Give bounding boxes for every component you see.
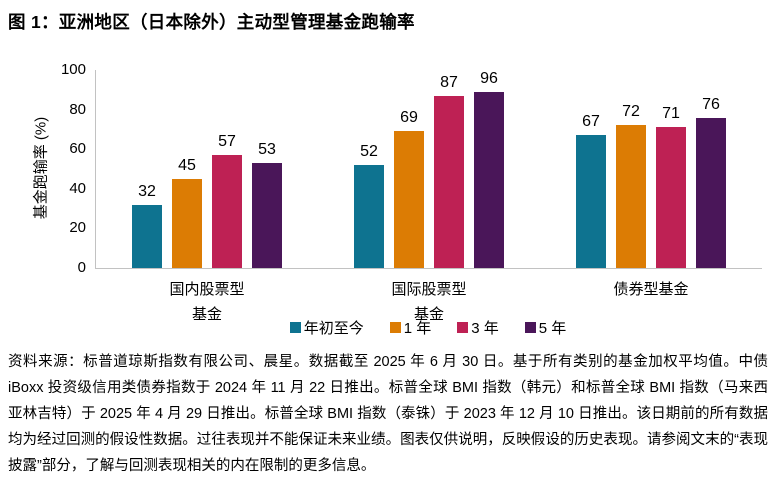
- bar: [354, 165, 384, 268]
- bar-value-label: 32: [138, 182, 156, 200]
- bar-value-label: 96: [480, 70, 498, 87]
- bar: [172, 178, 202, 268]
- bar-with-label: 76: [696, 70, 726, 268]
- category-label: 债券型基金: [613, 281, 689, 298]
- y-tick-label: 0: [77, 259, 86, 276]
- y-axis-label: 基金跑输率 (%): [32, 116, 50, 220]
- bar-value-label: 57: [218, 133, 236, 151]
- bar-with-label: 52: [354, 70, 384, 268]
- bar: [696, 117, 726, 268]
- category-label: 国内股票型 基金: [169, 281, 245, 323]
- legend-label: 5 年: [538, 320, 567, 337]
- legend-item: 5 年: [524, 317, 567, 338]
- bar: [212, 155, 242, 268]
- y-tick-label: 40: [69, 179, 86, 197]
- legend-swatch-icon: [289, 322, 301, 333]
- bar: [132, 204, 162, 268]
- bar-value-label: 69: [400, 109, 418, 127]
- bar-with-label: 53: [252, 70, 282, 268]
- legend-label: 3 年: [471, 320, 499, 337]
- bar-with-label: 71: [656, 70, 686, 268]
- plot-area: 32 45 57 53 国内股票型 基金 52 69 87 96 国际股票型 基金 67 72 71 76 债券…: [95, 70, 762, 323]
- bar: [474, 92, 504, 268]
- legend-item: 年初至今: [289, 317, 364, 338]
- bar-with-label: 32: [132, 70, 162, 268]
- legend-label: 1 年: [403, 320, 432, 337]
- legend: 年初至今 1 年 3 年 5 年: [95, 317, 761, 338]
- bar: [576, 135, 606, 268]
- legend-item: 1 年: [389, 317, 432, 338]
- bar-with-label: 96: [474, 70, 504, 268]
- bar: [394, 131, 424, 268]
- bar-with-label: 69: [394, 70, 424, 268]
- bar: [656, 127, 686, 268]
- bar-group: 52 69 87 96 国际股票型 基金: [318, 70, 540, 323]
- legend-swatch-icon: [389, 322, 401, 333]
- legend-swatch-icon: [457, 322, 469, 333]
- bar: [252, 163, 282, 268]
- bar-with-label: 57: [212, 70, 242, 268]
- legend-item: 3 年: [457, 317, 499, 338]
- bar-value-label: 72: [622, 103, 640, 121]
- legend-label: 年初至今: [303, 320, 364, 337]
- bar-with-label: 45: [172, 70, 202, 268]
- bar-value-label: 45: [178, 156, 196, 174]
- bar-with-label: 72: [616, 70, 646, 268]
- bar-with-label: 67: [576, 70, 606, 268]
- legend-swatch-icon: [524, 322, 536, 333]
- bar-value-label: 53: [258, 141, 276, 159]
- bar-value-label: 67: [582, 113, 600, 131]
- source-note: 资料来源：标普道琼斯指数有限公司、晨星。数据截至 2025 年 6 月 30 日…: [8, 354, 768, 474]
- figure-title: 图 1：亚洲地区（日本除外）主动型管理基金跑输率: [8, 12, 415, 32]
- y-tick-label: 60: [69, 140, 86, 158]
- bar-group: 67 72 71 76 债券型基金: [540, 70, 762, 298]
- bar: [616, 125, 646, 268]
- y-tick-label: 80: [69, 100, 86, 118]
- bar-value-label: 87: [440, 73, 458, 91]
- y-tick-label: 100: [60, 61, 86, 78]
- bar-with-label: 87: [434, 70, 464, 268]
- bar-chart: 基金跑输率 (%) 0 20 40 60 80 100 32 45 57 53 国内股票型 基金 52…: [32, 61, 762, 338]
- category-label: 国际股票型 基金: [391, 281, 467, 323]
- y-tick-label: 20: [69, 219, 86, 237]
- bar-value-label: 52: [360, 143, 378, 160]
- bar: [434, 95, 464, 268]
- bar-value-label: 76: [702, 95, 720, 113]
- bar-group: 32 45 57 53 国内股票型 基金: [96, 70, 318, 323]
- bar-value-label: 71: [662, 105, 680, 123]
